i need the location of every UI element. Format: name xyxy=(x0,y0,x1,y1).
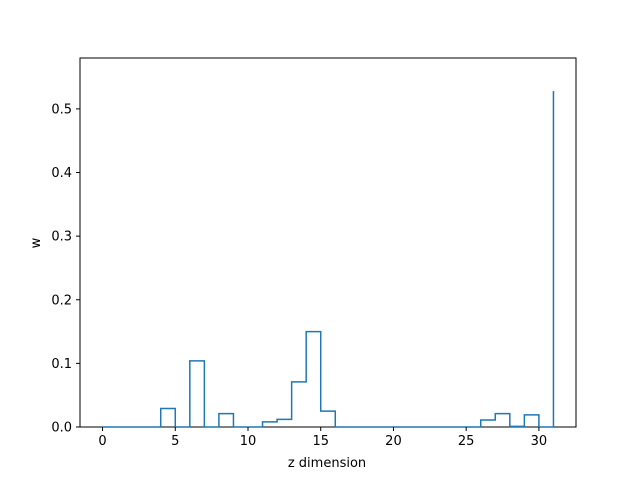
x-tick-label: 20 xyxy=(385,434,402,449)
y-tick-label: 0.4 xyxy=(51,166,72,181)
x-tick-label: 15 xyxy=(312,434,329,449)
x-axis-label: z dimension xyxy=(288,456,366,471)
y-tick-label: 0.0 xyxy=(51,421,72,436)
x-tick-label: 30 xyxy=(531,434,548,449)
y-tick-label: 0.3 xyxy=(51,230,72,245)
y-axis-ticks: 0.0 0.1 0.2 0.3 0.4 0.5 xyxy=(51,102,80,436)
y-tick-label: 0.1 xyxy=(51,357,72,372)
x-tick-label: 10 xyxy=(240,434,257,449)
y-axis-label: w xyxy=(29,237,44,248)
x-tick-label: 0 xyxy=(98,434,106,449)
plot-area xyxy=(79,57,577,428)
y-tick-label: 0.2 xyxy=(51,293,72,308)
series-line xyxy=(102,91,555,428)
x-tick-label: 25 xyxy=(458,434,475,449)
x-tick-label: 5 xyxy=(171,434,179,449)
y-tick-label: 0.5 xyxy=(51,102,72,117)
x-axis-ticks: 0 5 10 15 20 25 30 xyxy=(98,427,547,449)
axes-frame xyxy=(79,57,577,428)
